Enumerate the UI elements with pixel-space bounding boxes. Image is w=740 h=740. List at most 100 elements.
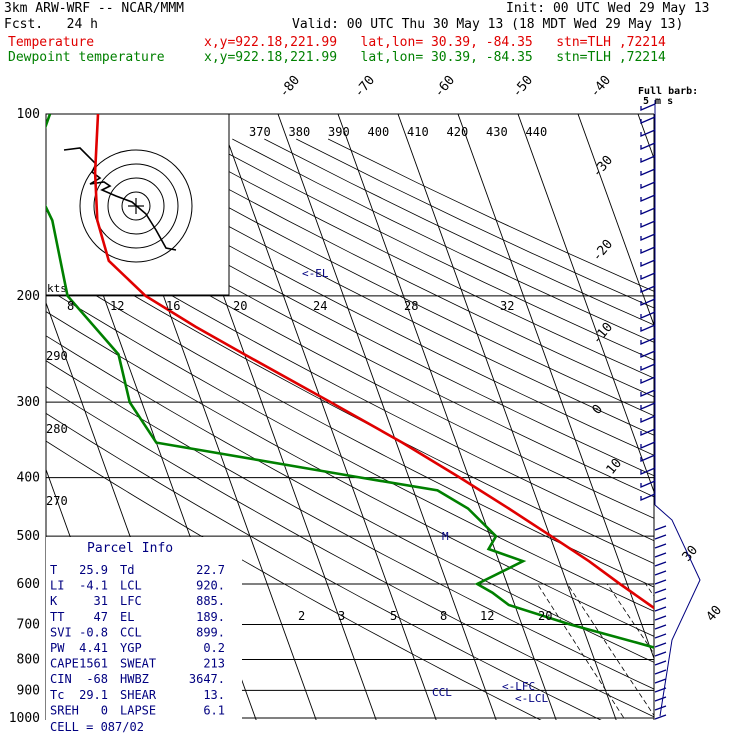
parcel-param-name: CIN	[50, 672, 72, 686]
wind-speed-label: 30	[680, 543, 702, 565]
dewpoint-legend: Dewpoint temperature	[8, 50, 165, 65]
model-title: 3km ARW-WRF -- NCAR/MMM	[4, 1, 185, 16]
isotherm-line	[337, 114, 557, 720]
parcel-param-name: Tc	[50, 688, 64, 702]
parcel-param-value: 0	[101, 703, 108, 717]
mixing-ratio-label: 12	[480, 609, 494, 623]
parcel-param-name: EL	[120, 610, 134, 624]
wind-barb	[654, 633, 667, 639]
hodograph-ring-label: 12	[110, 299, 124, 313]
isotherm-label: 0	[590, 402, 607, 418]
hodograph-ring	[107, 177, 165, 235]
theta-e-label: 410	[407, 125, 429, 139]
dry-adiabat-label: 280	[46, 422, 68, 436]
parcel-param-value: -68	[86, 672, 108, 686]
dry-adiabat-line	[46, 311, 654, 637]
level-annotation: <-LCL	[515, 692, 548, 705]
dry-adiabat-line	[46, 386, 654, 718]
level-annotation: M	[442, 530, 449, 543]
wind-barb	[640, 298, 656, 306]
wind-barb	[654, 615, 667, 621]
parcel-param-name: HWBZ	[120, 672, 149, 686]
wind-barb	[640, 428, 656, 436]
parcel-param-value: -4.1	[79, 579, 108, 593]
dry-adiabat-line	[46, 200, 654, 519]
parcel-param-value: 885.	[196, 594, 225, 608]
wind-barb	[640, 363, 656, 371]
mixing-ratio-line	[606, 583, 654, 655]
dewpoint-location: x,y=922.18,221.99 lat,lon= 30.39, -84.35…	[204, 50, 666, 65]
wind-barb	[654, 570, 667, 576]
wind-barb	[640, 454, 656, 462]
level-annotation: CCL	[432, 686, 452, 699]
wind-barb	[654, 543, 667, 549]
dry-adiabat-line	[136, 138, 654, 398]
parcel-param-name: T	[50, 563, 57, 577]
hodograph-ring	[79, 149, 193, 263]
wind-barb	[640, 246, 656, 254]
mixing-ratio-line	[567, 583, 654, 717]
pressure-tick-label: 300	[17, 395, 40, 410]
isotherm-label: -80	[277, 73, 304, 101]
hodograph-ring-label: 20	[233, 299, 247, 313]
wind-barb	[640, 467, 656, 475]
parcel-param-name: YGP	[120, 641, 142, 655]
dry-adiabat-line	[46, 412, 602, 720]
parcel-param-value: 22.7	[196, 563, 225, 577]
mixing-ratio-label: 8	[440, 609, 447, 623]
dry-adiabat-line	[46, 242, 654, 564]
temperature-legend: Temperature	[8, 35, 95, 50]
parcel-param-value: 213	[203, 657, 225, 671]
parcel-param-name: TT	[50, 610, 64, 624]
dry-adiabat-line	[232, 138, 654, 343]
pressure-tick-label: 600	[17, 577, 40, 592]
parcel-param-value: 31	[94, 594, 108, 608]
parcel-info-background	[46, 537, 242, 720]
dry-adiabat-line	[46, 440, 542, 720]
parcel-info-panel: Parcel Info T 25.9 Td 22.7 LI -4.1 LCL 920. K 31 LF…	[46, 537, 242, 734]
hodograph-ring	[93, 163, 179, 249]
isotherm-line	[517, 114, 654, 494]
barb-legend-units: 5 m s	[643, 96, 673, 107]
isotherm-label: -70	[352, 73, 379, 101]
wind-barb	[640, 376, 656, 384]
wind-speed-profile	[654, 504, 701, 717]
wind-barb	[640, 285, 656, 293]
dry-adiabat-line	[104, 138, 654, 417]
hodograph-ring	[121, 191, 151, 221]
wind-barb	[640, 129, 656, 137]
pressure-tick-label: 500	[17, 529, 40, 544]
hodograph-unit-label: kts	[47, 282, 67, 295]
isotherm-line	[217, 114, 437, 720]
parcel-param-value: 6.1	[203, 703, 225, 717]
parcel-param-name: CCL	[120, 625, 142, 639]
dry-adiabat-line	[46, 287, 654, 612]
barb-legend-title: Full barb:	[638, 86, 698, 97]
wind-barb	[654, 651, 667, 657]
isotherm-line	[397, 114, 617, 720]
isotherm-label: -50	[510, 73, 537, 101]
theta-e-label: 370	[249, 125, 271, 139]
dry-adiabat-line	[200, 138, 654, 361]
dry-adiabat-line	[46, 335, 654, 663]
parcel-param-name: CAPE	[50, 657, 79, 671]
parcel-cell-motion: CELL = 087/02	[50, 720, 144, 734]
dry-adiabat-line	[46, 264, 654, 588]
pressure-tick-label: 200	[17, 289, 40, 304]
wind-barb	[654, 606, 667, 612]
isotherm-line	[277, 114, 497, 720]
theta-e-label: 440	[526, 125, 548, 139]
theta-e-label: 420	[447, 125, 469, 139]
parcel-info-title: Parcel Info	[87, 541, 173, 556]
wind-barb	[640, 103, 656, 111]
parcel-param-value: -0.8	[79, 625, 108, 639]
hodograph-ring-label: 8	[67, 299, 74, 313]
init-time: Init: 00 UTC Wed 29 May 13	[506, 1, 710, 16]
pressure-tick-label: 900	[17, 683, 40, 698]
isotherm-label: -40	[588, 73, 615, 101]
mixing-ratio-lines	[537, 583, 654, 720]
wind-barb	[640, 402, 656, 410]
parcel-param-value: 25.9	[79, 563, 108, 577]
wind-barb	[654, 714, 667, 720]
